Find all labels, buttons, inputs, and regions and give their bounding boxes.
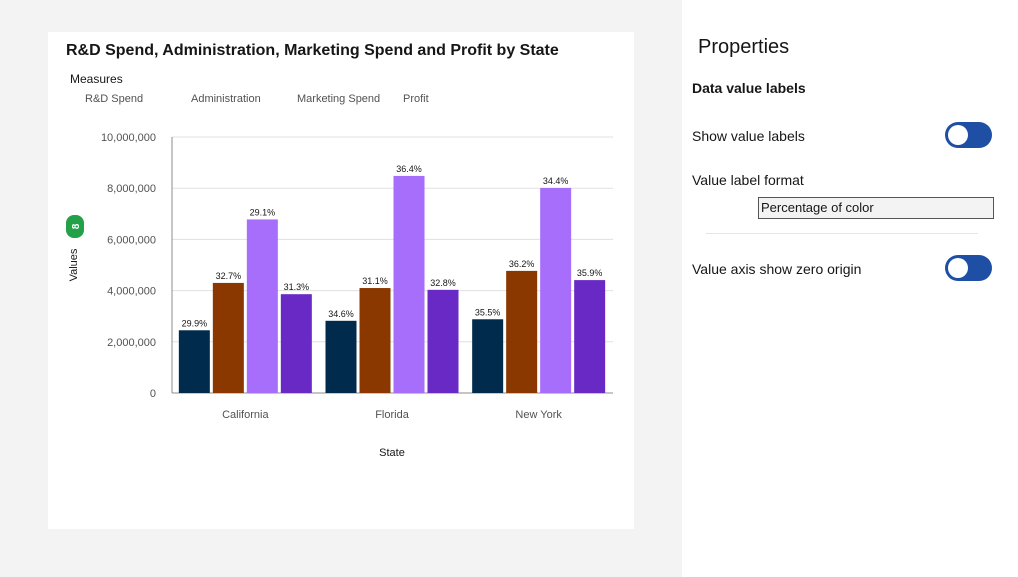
data-label: 29.1%: [250, 207, 276, 217]
chart-card: R&D Spend, Administration, Marketing Spe…: [48, 32, 634, 529]
data-label: 36.2%: [509, 259, 535, 269]
bar: [393, 175, 425, 393]
panel-title: Properties: [698, 36, 790, 58]
bar: [574, 280, 606, 393]
values-badge-count: 8: [71, 223, 82, 229]
y-axis-title: Values: [68, 248, 80, 281]
legend-item-rd-spend[interactable]: R&D Spend: [85, 93, 144, 105]
value-label-format-label: Value label format: [692, 172, 804, 188]
data-label: 35.9%: [577, 268, 603, 278]
bar: [178, 330, 210, 393]
data-label: 34.4%: [543, 176, 569, 186]
x-axis-title: State: [379, 447, 405, 459]
zero-origin-toggle[interactable]: [945, 255, 992, 281]
show-value-labels-label: Show value labels: [692, 128, 805, 144]
toggle-knob: [948, 258, 968, 278]
bar: [359, 288, 391, 393]
bar: [325, 320, 357, 393]
data-label: 31.1%: [362, 276, 388, 286]
value-label-format-select[interactable]: Percentage of color: [758, 197, 994, 219]
show-value-labels-toggle[interactable]: [945, 122, 992, 148]
bar: [280, 294, 312, 393]
properties-panel: Properties Data value labels Show value …: [682, 0, 1018, 577]
y-tick-label: 0: [150, 388, 156, 400]
legend-item-administration[interactable]: Administration: [191, 93, 261, 105]
x-tick-label: New York: [515, 409, 562, 421]
bar: [246, 219, 278, 393]
data-label: 29.9%: [182, 318, 208, 328]
data-label: 32.7%: [216, 271, 242, 281]
zero-origin-label: Value axis show zero origin: [692, 261, 862, 277]
bar-chart: 0 2,000,000 4,000,000 6,000,000 8,000,000 10,…: [66, 132, 613, 459]
section-title-data-value-labels: Data value labels: [692, 80, 806, 96]
data-label: 36.4%: [396, 164, 422, 174]
x-tick-label: California: [222, 409, 269, 421]
data-label: 32.8%: [430, 278, 456, 288]
toggle-knob: [948, 125, 968, 145]
bar: [472, 319, 504, 393]
bar: [506, 270, 538, 393]
y-tick-label: 4,000,000: [107, 286, 156, 298]
legend-item-marketing-spend[interactable]: Marketing Spend: [297, 93, 381, 105]
y-tick-label: 8,000,000: [107, 183, 156, 195]
chart-title: R&D Spend, Administration, Marketing Spe…: [66, 42, 559, 59]
divider: [706, 233, 978, 234]
values-badge: [66, 215, 84, 238]
y-tick-label: 6,000,000: [107, 234, 156, 246]
canvas-area: R&D Spend, Administration, Marketing Spe…: [48, 32, 634, 529]
y-tick-label: 2,000,000: [107, 337, 156, 349]
legend-title: Measures: [70, 72, 123, 86]
legend-item-profit[interactable]: Profit: [403, 93, 429, 105]
bar: [540, 187, 572, 393]
data-label: 34.6%: [328, 309, 354, 319]
bar: [212, 282, 244, 393]
data-label: 31.3%: [284, 282, 310, 292]
data-label: 35.5%: [475, 307, 501, 317]
x-tick-label: Florida: [375, 409, 410, 421]
y-tick-label: 10,000,000: [101, 132, 156, 144]
bar: [427, 289, 459, 393]
